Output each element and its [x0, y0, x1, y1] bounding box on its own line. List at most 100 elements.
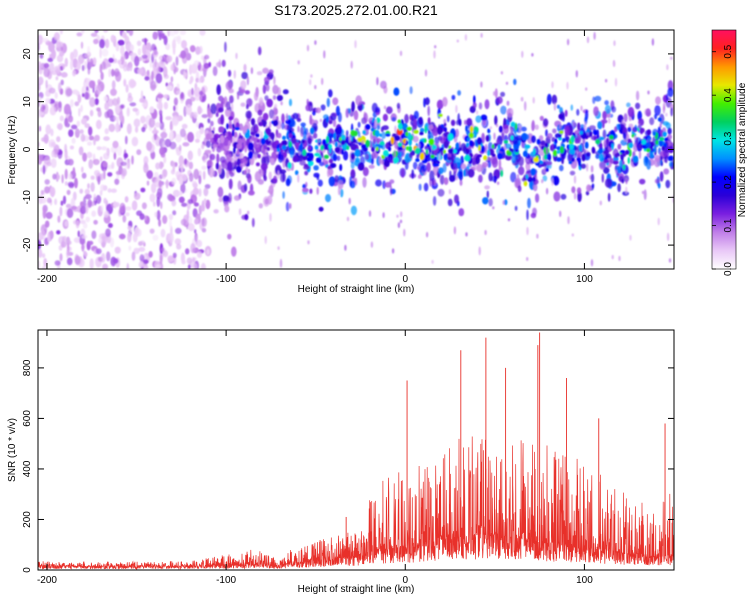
snr-xtick-label: 0 [402, 575, 408, 586]
spectrogram-cell [140, 240, 145, 246]
spectrogram-cell [197, 105, 202, 115]
spectrogram-peak [491, 153, 496, 157]
spectrogram-peak [483, 155, 488, 161]
spectrogram-cell [136, 210, 143, 216]
spectrogram-cell [527, 197, 531, 209]
spectrogram-cell [351, 101, 355, 112]
spectrogram-cell [586, 36, 590, 44]
spectrogram-cell [564, 125, 570, 137]
spectrogram-cell [514, 205, 518, 211]
spectrogram-cell [289, 150, 294, 159]
spectrogram-cell [521, 50, 524, 58]
spectrogram-cell [282, 89, 289, 95]
spectrogram-cell [75, 220, 80, 229]
spectrogram-cell [332, 119, 337, 128]
spectrogram-cell [505, 81, 509, 85]
spectrogram-cell [515, 155, 519, 160]
spectrogram-cell [323, 50, 326, 59]
spectrogram-cell [442, 96, 448, 107]
spectrogram-cell [591, 183, 595, 189]
spectrogram-cell [139, 254, 145, 263]
spectrogram-cell [193, 202, 199, 207]
spectrogram-cell [38, 260, 41, 269]
spectrogram-cell [344, 244, 347, 251]
spectrogram-cell [454, 194, 459, 204]
spectrogram-cell [345, 130, 349, 137]
spectrogram-cell [182, 142, 190, 147]
spectrogram-cell [362, 167, 369, 177]
spectrogram-cell [474, 139, 478, 147]
spectrogram-cell [105, 228, 111, 237]
spectrogram-cell [213, 209, 219, 214]
spectrogram-cell [185, 104, 192, 116]
spectrogram-cell [503, 117, 507, 127]
spectrogram-cell [77, 230, 81, 238]
spectrogram-peak [212, 127, 215, 132]
spectrogram-cell [203, 62, 210, 69]
spectrogram-peak [262, 119, 267, 128]
spectrogram-peak [591, 146, 595, 154]
colorbar-frame [711, 29, 737, 270]
spectrogram-cell [59, 115, 64, 122]
spectrogram-cell [197, 147, 202, 157]
spectrogram-peak [493, 143, 499, 147]
spectrogram-cell [172, 118, 179, 127]
spectrogram-cell [129, 102, 137, 107]
spectrogram-peak [223, 138, 230, 147]
spectrogram-cell [413, 110, 419, 120]
spectrogram-cell [180, 163, 184, 173]
spectrogram-cell [201, 55, 204, 60]
spectrogram-cell [427, 105, 431, 117]
spectrogram-cell [526, 209, 529, 221]
spectrogram-cell [166, 85, 173, 91]
spectrogram-cell [87, 183, 90, 189]
spectrogram-cell [79, 239, 86, 245]
spectrogram-peak [469, 125, 474, 134]
spectrogram-cell [328, 167, 334, 176]
spectrogram-peak [556, 157, 562, 162]
spectrogram-cell [81, 243, 85, 252]
spectrogram-cell [285, 201, 290, 212]
spectrogram-cell [233, 70, 236, 79]
spectrogram-cell [100, 71, 104, 81]
spectrogram-peak [304, 163, 309, 168]
spectrogram-cell [158, 219, 162, 227]
spectrogram-cell [72, 48, 78, 59]
spectrogram-peak [405, 131, 409, 137]
spectrogram-peak [530, 169, 536, 175]
spectrogram-cell [264, 235, 267, 245]
spectrogram-peak [593, 136, 597, 141]
spectrogram-cell [66, 208, 74, 219]
spectrogram-cell [268, 136, 271, 141]
spectrogram-peak [309, 127, 315, 135]
spectrogram-cell [141, 202, 147, 210]
spectrogram-cell [172, 39, 176, 50]
spectrogram-cell [500, 105, 507, 115]
spectrogram-cell [127, 159, 131, 170]
spectrogram-cell [580, 163, 587, 169]
spectrogram-cell [436, 99, 444, 110]
spectrogram-cell [343, 150, 349, 161]
spectrogram-cell [198, 188, 202, 197]
spectrogram-peak [612, 160, 619, 165]
spectrogram-cell [126, 107, 130, 116]
spectrogram-peak [379, 141, 385, 146]
spectrogram-cell [614, 77, 618, 87]
spectrogram-cell [69, 145, 74, 150]
snr-y-axis: 0 200 400 600 800 [22, 359, 674, 573]
spectrogram-cell [559, 123, 562, 130]
spectrogram-cell [273, 76, 276, 85]
spectrogram-cell [382, 180, 386, 190]
spectrogram-cell [84, 193, 92, 200]
spectrogram-cell [209, 153, 216, 161]
spectrogram-peak [419, 152, 425, 161]
spectrogram-cell [103, 210, 109, 218]
spectrogram-cell [353, 110, 359, 121]
spectrogram-cell [160, 201, 163, 210]
colorbar-tick-label: 0.5 [723, 44, 734, 58]
spectrogram-cell [277, 246, 280, 251]
spectrogram-cell [137, 68, 144, 75]
spectrogram-cell [409, 86, 413, 95]
spectrogram-cell [155, 73, 163, 84]
spectrogram-peak [523, 180, 528, 187]
